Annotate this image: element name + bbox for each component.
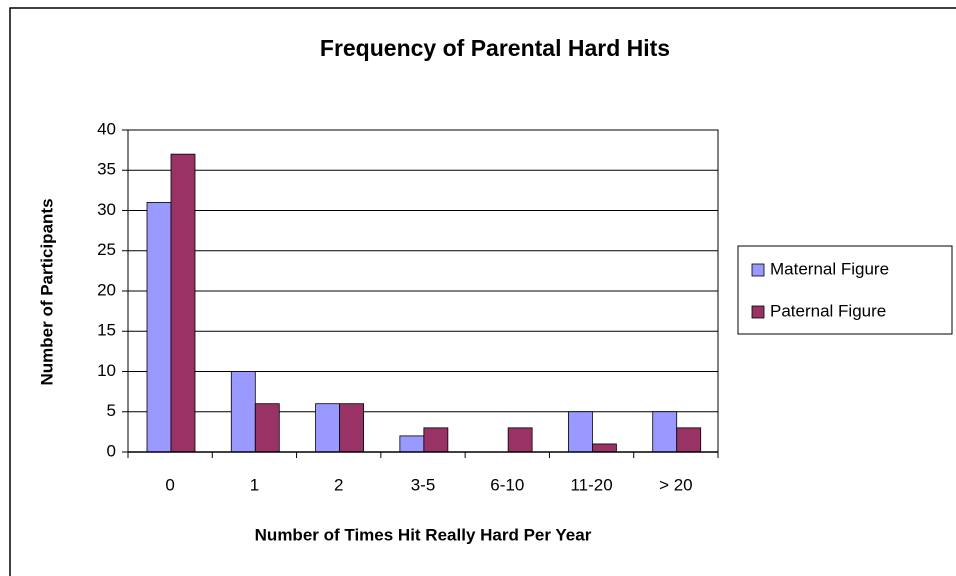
y-axis-title: Number of Participants xyxy=(37,198,56,385)
bar xyxy=(423,427,449,453)
legend-swatch xyxy=(751,263,765,277)
bar xyxy=(568,411,593,453)
y-tick-label: 5 xyxy=(107,401,116,420)
bar xyxy=(339,403,364,453)
bar xyxy=(230,371,256,453)
y-tick-label: 40 xyxy=(97,119,116,138)
x-tick-label: 6-10 xyxy=(490,475,524,494)
bar xyxy=(399,435,425,453)
bar xyxy=(170,153,196,453)
bar xyxy=(315,403,340,453)
legend-swatch xyxy=(751,305,765,319)
legend-box xyxy=(737,245,953,335)
bar xyxy=(507,427,533,453)
bar xyxy=(592,443,617,453)
x-axis-title: Number of Times Hit Really Hard Per Year xyxy=(255,525,592,544)
y-tick-label: 15 xyxy=(97,321,116,340)
x-tick-label: > 20 xyxy=(659,475,693,494)
x-tick-label: 2 xyxy=(334,475,343,494)
x-tick-label: 1 xyxy=(250,475,259,494)
y-tick-label: 30 xyxy=(97,200,116,219)
x-tick-label: 3-5 xyxy=(411,475,436,494)
y-tick-label: 35 xyxy=(97,160,116,179)
x-tick-label: 11-20 xyxy=(570,475,612,494)
y-tick-label: 25 xyxy=(97,240,116,259)
bar xyxy=(254,403,280,453)
bar xyxy=(146,202,172,453)
chart-title: Frequency of Parental Hard Hits xyxy=(320,35,670,61)
y-tick-label: 0 xyxy=(107,441,116,460)
legend-label: Maternal Figure xyxy=(770,259,889,278)
bar xyxy=(676,427,702,453)
y-tick-label: 20 xyxy=(97,280,116,299)
x-tick-label: 0 xyxy=(165,475,174,494)
y-tick-label: 10 xyxy=(97,361,116,380)
legend-label: Paternal Figure xyxy=(770,301,886,320)
bar xyxy=(652,411,678,453)
